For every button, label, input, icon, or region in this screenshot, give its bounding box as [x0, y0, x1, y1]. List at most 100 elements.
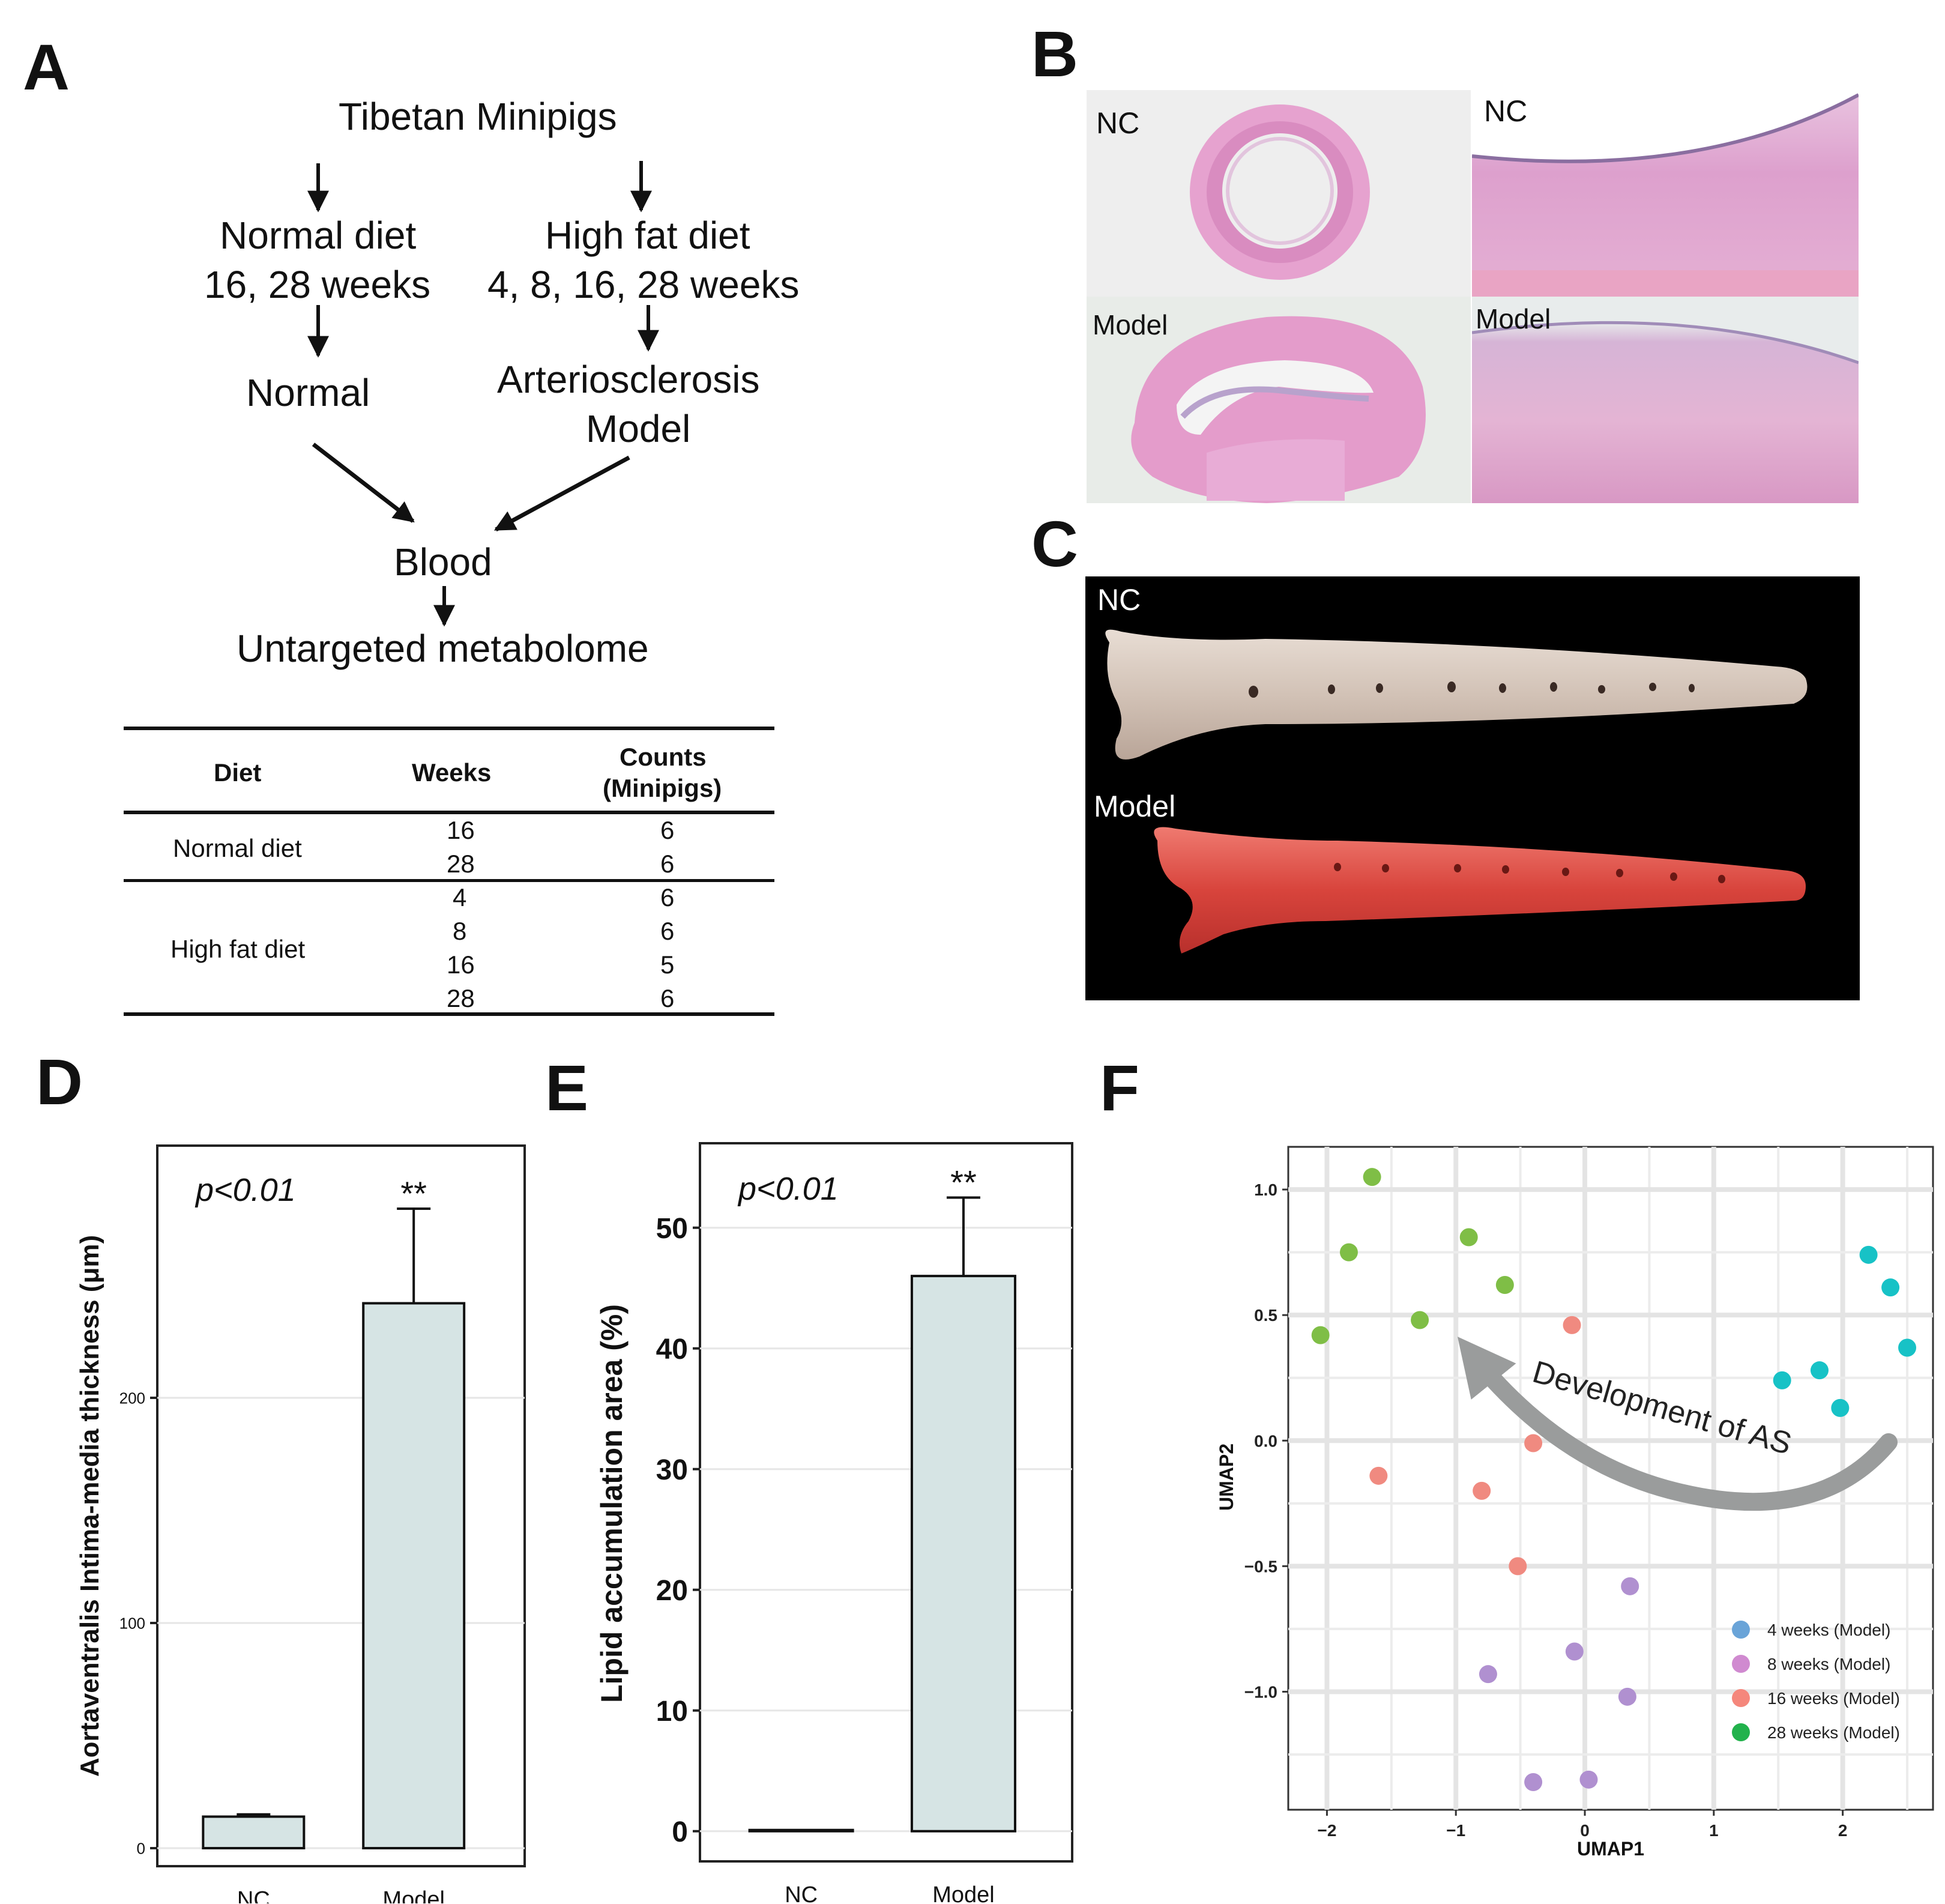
plot-frame — [699, 1142, 1073, 1863]
legend-swatch — [1732, 1655, 1750, 1673]
y-tick-label: 20 — [656, 1575, 688, 1607]
table-cell-counts: 6 — [660, 917, 675, 945]
chart-umap: −2 −1 0 1 2−1.0−0.50.00.51.0 Development of … — [1216, 1146, 1934, 1860]
y-tick-label: 30 — [656, 1454, 688, 1486]
bar — [202, 1815, 306, 1849]
x-tick-label: 2 — [1838, 1821, 1848, 1840]
arrow-normal-to-blood — [312, 443, 415, 523]
y-tick-label: 0 — [672, 1816, 688, 1848]
histology-nc-cross-section: NC — [1087, 90, 1471, 297]
legend-swatch — [1732, 1689, 1750, 1707]
table-cell-weeks: 8 — [453, 917, 467, 945]
table-header-weeks: Weeks — [412, 758, 492, 787]
table-cell-counts: 6 — [660, 883, 675, 911]
data-point — [1311, 1326, 1330, 1344]
table-group-rule — [124, 879, 774, 882]
x-axis-label: UMAP1 — [1577, 1838, 1644, 1860]
y-axis-label: Lipid accumulation area (%) — [595, 1304, 629, 1703]
y-tick-label: 0.0 — [1254, 1431, 1277, 1450]
histology-label: NC — [1096, 106, 1140, 140]
panel-label-f: F — [1100, 1051, 1139, 1124]
data-point — [1773, 1371, 1791, 1389]
x-tick-label: −2 — [1317, 1821, 1336, 1840]
x-tick-label: Model — [932, 1882, 995, 1903]
histology-model-detail: Model — [1472, 297, 1859, 503]
x-tick-label: Model — [382, 1887, 445, 1903]
y-tick-label: −1.0 — [1244, 1682, 1277, 1701]
chart-lipid-accumulation: 0 10 20 30 40 50 NC ** Model Lipid accumulation… — [595, 1142, 1073, 1903]
arrow-model-to-blood — [493, 455, 630, 532]
histology-model-cross-section: Model — [1087, 297, 1471, 503]
data-point — [1563, 1316, 1581, 1334]
p-value: p<0.01 — [737, 1171, 839, 1207]
table-header-counts-unit: (Minipigs) — [603, 774, 722, 802]
table-cell-weeks: 16 — [447, 950, 475, 979]
data-point — [1859, 1245, 1878, 1264]
significance-label: ** — [400, 1174, 427, 1212]
table-cell-weeks: 4 — [453, 883, 467, 911]
table-diet-normal: Normal diet — [173, 834, 302, 862]
x-tick-label: NC — [785, 1882, 818, 1903]
flow-model-line1: Arteriosclerosis — [497, 358, 760, 401]
data-point — [1579, 1770, 1598, 1789]
legend-swatch — [1732, 1723, 1750, 1741]
y-tick-label: 100 — [119, 1614, 145, 1632]
bar — [910, 1275, 1016, 1833]
gross-label-nc: NC — [1097, 583, 1141, 617]
flow-arrows — [307, 161, 659, 627]
p-value: p<0.01 — [194, 1172, 296, 1208]
histology-label: Model — [1476, 303, 1551, 334]
histology-label: Model — [1093, 309, 1168, 340]
y-axis-label: Aortaventralis Intima-media thickness (μ… — [75, 1235, 104, 1777]
data-point — [1524, 1434, 1543, 1452]
legend-label: 8 weeks (Model) — [1767, 1655, 1890, 1673]
y-tick-label: 50 — [656, 1213, 688, 1245]
aorta-model — [1154, 827, 1806, 954]
plot-panel — [1287, 1146, 1934, 1811]
gross-label-model: Model — [1094, 790, 1176, 823]
data-point — [1509, 1557, 1527, 1576]
x-tick-label: NC — [237, 1887, 270, 1903]
table-cell-counts: 6 — [660, 984, 675, 1012]
table-cell-weeks: 28 — [447, 984, 475, 1012]
x-tick-label: −1 — [1446, 1821, 1465, 1840]
data-point — [1363, 1168, 1381, 1186]
flow-normal-diet: Normal diet — [220, 214, 417, 257]
data-point — [1495, 1276, 1514, 1294]
histology-nc-detail: NC — [1472, 90, 1859, 297]
y-tick-label: −0.5 — [1244, 1557, 1277, 1576]
flow-blood: Blood — [394, 540, 492, 584]
table-top-rule — [124, 727, 774, 730]
panel-label-a: A — [23, 31, 70, 103]
data-point — [1459, 1228, 1478, 1247]
y-tick-label: 40 — [656, 1334, 688, 1365]
x-tick-label: 0 — [1580, 1821, 1590, 1840]
table-cell-weeks: 16 — [447, 816, 475, 844]
data-point — [1473, 1481, 1491, 1500]
data-point — [1565, 1642, 1584, 1661]
data-point — [1411, 1311, 1429, 1329]
data-point — [1831, 1398, 1850, 1417]
data-point — [1810, 1361, 1829, 1380]
flow-normal: Normal — [246, 371, 370, 414]
legend-label: 16 weeks (Model) — [1767, 1689, 1900, 1708]
flow-metabolome: Untargeted metabolome — [237, 627, 649, 670]
panel-label-b: B — [1031, 17, 1078, 90]
legend-swatch — [1732, 1621, 1750, 1639]
table-header-rule — [124, 811, 774, 814]
bar — [362, 1302, 466, 1849]
data-point — [1898, 1338, 1917, 1357]
gross-specimen-panel: NC Model — [1085, 576, 1860, 1000]
flow-high-fat-diet: High fat diet — [545, 214, 750, 257]
data-point — [1479, 1665, 1497, 1684]
y-tick-label: 10 — [656, 1696, 688, 1727]
y-tick-label: 1.0 — [1254, 1180, 1277, 1199]
chart-intima-media-thickness: 0 100 200 NC ** Model Aortaventralis Intima-… — [75, 1144, 526, 1903]
data-point — [1621, 1577, 1639, 1595]
panel-label-d: D — [36, 1045, 83, 1118]
legend: 4 weeks (Model) 8 weeks (Model) 16 weeks (… — [1732, 1621, 1900, 1742]
histology-label: NC — [1484, 94, 1528, 128]
flow-normal-weeks: 16, 28 weeks — [204, 263, 431, 306]
significance-label: ** — [950, 1163, 977, 1201]
table-bottom-rule — [124, 1012, 774, 1016]
